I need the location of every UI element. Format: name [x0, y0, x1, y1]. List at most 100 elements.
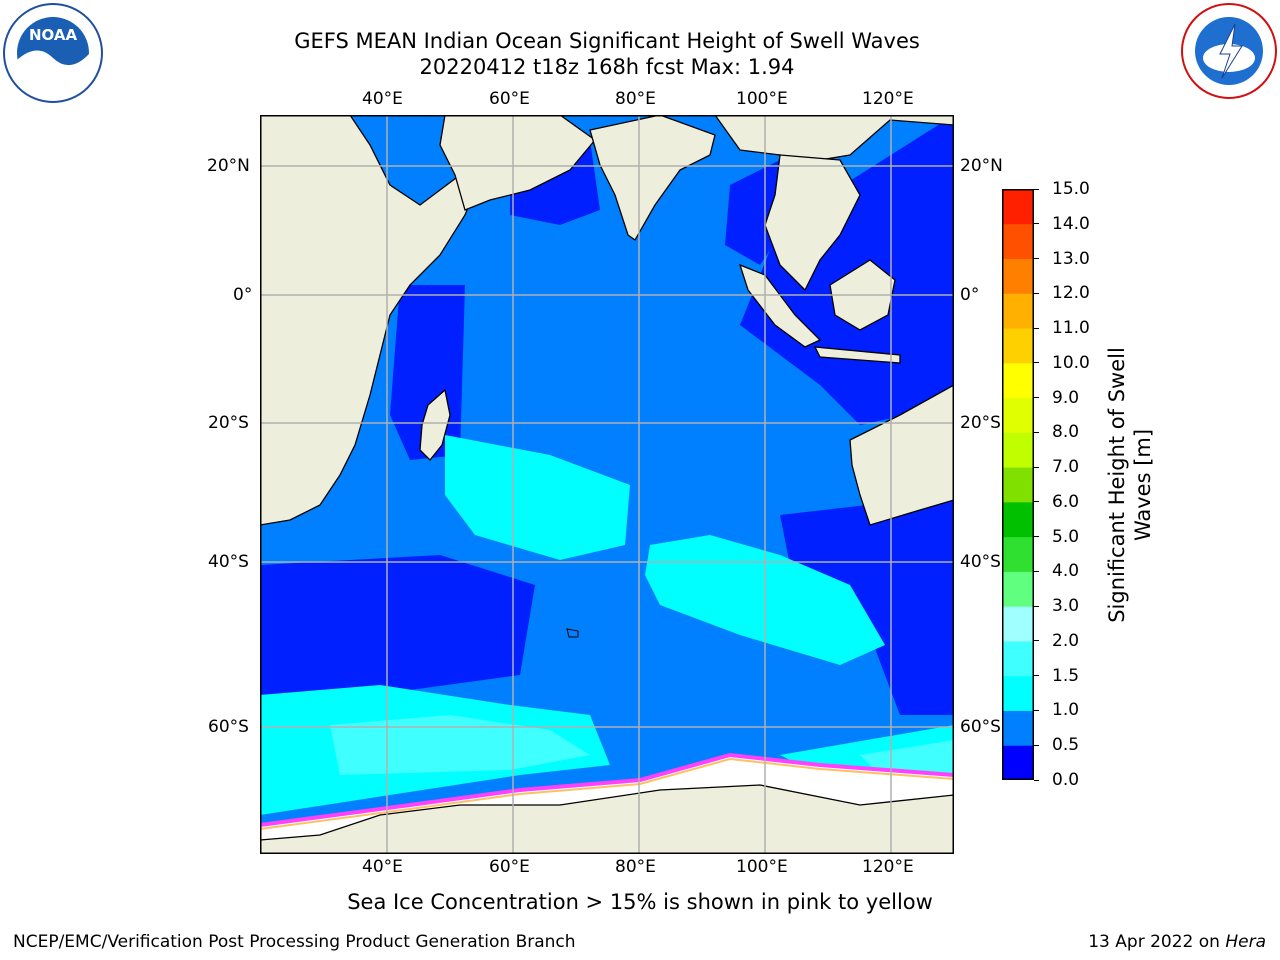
colorbar-tick-label: 6.0: [1052, 491, 1080, 512]
colorbar-swatch: [1002, 467, 1034, 503]
lon-tick-bottom-60e: 60°E: [489, 857, 530, 877]
colorbar-tick-mark: [1034, 431, 1039, 433]
colorbar-swatch: [1002, 710, 1034, 746]
colorbar-swatch: [1002, 501, 1034, 538]
footer-host: Hera: [1225, 932, 1266, 952]
colorbar-tick-label: 3.0: [1052, 596, 1080, 617]
colorbar-tick-label: 5.0: [1052, 526, 1080, 547]
colorbar-tick-mark: [1034, 258, 1039, 260]
colorbar-swatch: [1002, 189, 1034, 225]
colorbar-swatch: [1002, 571, 1034, 607]
lon-tick-top-80e: 80°E: [615, 89, 656, 109]
footer-date-text: 13 Apr 2022 on: [1088, 932, 1226, 952]
colorbar-swatch: [1002, 640, 1034, 677]
chart-subtitle: 20220412 t18z 168h fcst Max: 1.94: [419, 55, 795, 79]
colorbar-tick-mark: [1034, 605, 1039, 607]
land-indochina: [764, 154, 861, 292]
colorbar-swatch: [1002, 258, 1034, 294]
colorbar-tick-label: 0.0: [1052, 770, 1080, 790]
land-asia-north: [714, 115, 954, 197]
lat-tick-left-60s: 60°S: [208, 717, 249, 737]
colorbar-swatch: [1002, 328, 1034, 364]
graticule: [260, 115, 954, 854]
colorbar-border: [1002, 189, 1034, 780]
lon-tick-bottom-40e: 40°E: [362, 857, 403, 877]
land-sumatra: [738, 263, 822, 348]
colorbar-label-line2: Waves [m]: [1131, 428, 1155, 542]
colorbar-tick-label: 10.0: [1052, 352, 1090, 373]
colorbar-tick-mark: [1034, 570, 1039, 572]
swell-band-southeast-inner: [860, 740, 954, 775]
colorbar: [1002, 189, 1034, 781]
land-kerguelen: [566, 628, 579, 638]
colorbar-tick-mark: [1034, 362, 1039, 364]
sea-ice-edge: [260, 752, 954, 827]
colorbar-tick-label: 11.0: [1052, 318, 1090, 339]
land-australia: [849, 384, 954, 526]
lat-tick-left-0: 0°: [233, 285, 253, 305]
colorbar-tick-label: 7.0: [1052, 457, 1080, 478]
colorbar-tick-label: 8.0: [1052, 422, 1080, 443]
lat-tick-right-60s: 60°S: [960, 717, 1001, 737]
sea-ice-note: Sea Ice Concentration > 15% is shown in …: [347, 890, 933, 914]
colorbar-tick-label: 1.0: [1052, 700, 1080, 721]
colorbar-tick-label: 12.0: [1052, 283, 1090, 304]
colorbar-swatch: [1002, 223, 1034, 260]
colorbar-tick-mark: [1034, 709, 1039, 711]
low-swell-south-west: [260, 555, 535, 695]
footer-credit: NCEP/EMC/Verification Post Processing Pr…: [13, 932, 576, 952]
colorbar-label-line1: Significant Height of Swell: [1105, 347, 1129, 623]
colorbar-swatch: [1002, 745, 1034, 781]
colorbar-tick-label: 13.0: [1052, 248, 1090, 269]
land-arabia: [439, 115, 596, 211]
colorbar-tick-mark: [1034, 536, 1039, 538]
colorbar-tick-label: 0.5: [1052, 735, 1080, 756]
lat-tick-right-0: 0°: [960, 285, 980, 305]
swell-patch-central: [445, 435, 630, 560]
noaa-logo: NOAA: [2, 2, 104, 104]
colorbar-swatch: [1002, 432, 1034, 468]
lat-tick-left-20s: 20°S: [208, 413, 249, 433]
colorbar-swatch: [1002, 606, 1034, 642]
swell-band-south-inner: [330, 715, 590, 775]
lon-tick-top-120e: 120°E: [862, 89, 914, 109]
lon-tick-bottom-100e: 100°E: [736, 857, 788, 877]
low-swell-indonesia: [740, 115, 954, 425]
colorbar-swatches: [1002, 189, 1034, 781]
footer-date: 13 Apr 2022 on Hera: [1088, 932, 1266, 952]
lat-tick-right-40s: 40°S: [960, 552, 1001, 572]
colorbar-swatch: [1002, 397, 1034, 433]
lat-tick-left-40s: 40°S: [208, 552, 249, 572]
colorbar-ticks: 0.0 0.5 1.0 1.5 2.0 3.0 4.0 5.0 6.0 7.0 8.0 9.0 10.0…: [1034, 179, 1114, 790]
colorbar-tick-mark: [1034, 501, 1039, 503]
map-panel: [260, 115, 954, 854]
sea-ice-edge-inner: [260, 757, 954, 830]
colorbar-tick-mark: [1034, 675, 1039, 677]
lat-tick-right-20n: 20°N: [960, 156, 1003, 176]
nws-logo: [1180, 2, 1278, 100]
colorbar-tick-label: 14.0: [1052, 213, 1090, 234]
colorbar-tick-label: 2.0: [1052, 630, 1080, 651]
colorbar-tick-label: 1.5: [1052, 665, 1080, 686]
colorbar-tick-label: 4.0: [1052, 561, 1080, 582]
map-svg: [260, 115, 954, 854]
chart-title: GEFS MEAN Indian Ocean Significant Heigh…: [294, 29, 920, 53]
colorbar-tick-mark: [1034, 188, 1039, 190]
colorbar-tick-mark: [1034, 640, 1039, 642]
colorbar-swatch: [1002, 675, 1034, 711]
low-swell-south-east: [780, 495, 954, 715]
colorbar-tick-label: 9.0: [1052, 387, 1080, 408]
svg-text:NOAA: NOAA: [29, 26, 78, 44]
colorbar-tick-label: 15.0: [1052, 179, 1090, 199]
colorbar-swatch: [1002, 536, 1034, 572]
colorbar-swatch: [1002, 362, 1034, 399]
lon-tick-top-40e: 40°E: [362, 89, 403, 109]
colorbar-swatch: [1002, 293, 1034, 329]
lat-tick-right-20s: 20°S: [960, 413, 1001, 433]
colorbar-tick-mark: [1034, 466, 1039, 468]
lat-tick-left-20n: 20°N: [207, 156, 250, 176]
colorbar-tick-mark: [1034, 779, 1039, 781]
lon-tick-top-100e: 100°E: [736, 89, 788, 109]
colorbar-tick-mark: [1034, 744, 1039, 746]
land-antarctica: [260, 784, 954, 854]
